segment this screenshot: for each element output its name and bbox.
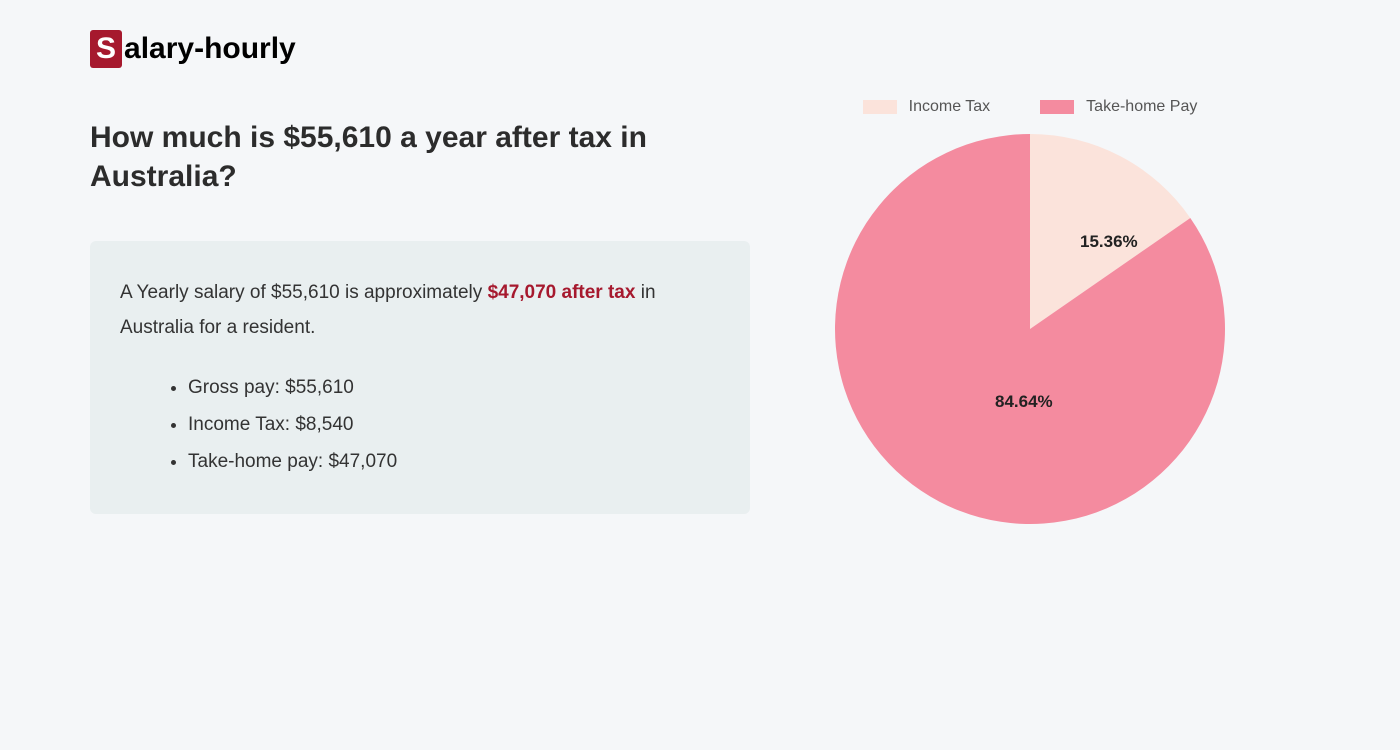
logo-text: alary-hourly xyxy=(124,32,296,66)
site-logo: Salary-hourly xyxy=(90,30,1310,68)
legend-swatch xyxy=(1040,100,1074,114)
summary-paragraph: A Yearly salary of $55,610 is approximat… xyxy=(120,275,720,345)
left-column: How much is $55,610 a year after tax in … xyxy=(90,118,750,524)
bullet-item: Income Tax: $8,540 xyxy=(188,406,720,443)
chart-legend: Income Tax Take-home Pay xyxy=(863,98,1198,116)
main-content: How much is $55,610 a year after tax in … xyxy=(90,118,1310,524)
summary-box: A Yearly salary of $55,610 is approximat… xyxy=(90,241,750,514)
legend-item-income-tax: Income Tax xyxy=(863,98,991,116)
summary-prefix: A Yearly salary of $55,610 is approximat… xyxy=(120,282,488,303)
right-column: Income Tax Take-home Pay 15.36% 84.64% xyxy=(810,118,1250,524)
slice-label-income-tax: 15.36% xyxy=(1080,232,1138,252)
page-heading: How much is $55,610 a year after tax in … xyxy=(90,118,750,196)
legend-swatch xyxy=(863,100,897,114)
bullet-item: Gross pay: $55,610 xyxy=(188,369,720,406)
logo-badge: S xyxy=(90,30,122,68)
pie-svg xyxy=(835,134,1225,524)
bullet-item: Take-home pay: $47,070 xyxy=(188,443,720,480)
legend-label: Take-home Pay xyxy=(1086,98,1197,116)
summary-highlight: $47,070 after tax xyxy=(488,282,636,303)
bullet-list: Gross pay: $55,610 Income Tax: $8,540 Ta… xyxy=(120,369,720,480)
legend-item-take-home: Take-home Pay xyxy=(1040,98,1197,116)
pie-chart: 15.36% 84.64% xyxy=(835,134,1225,524)
slice-label-take-home: 84.64% xyxy=(995,392,1053,412)
legend-label: Income Tax xyxy=(909,98,991,116)
